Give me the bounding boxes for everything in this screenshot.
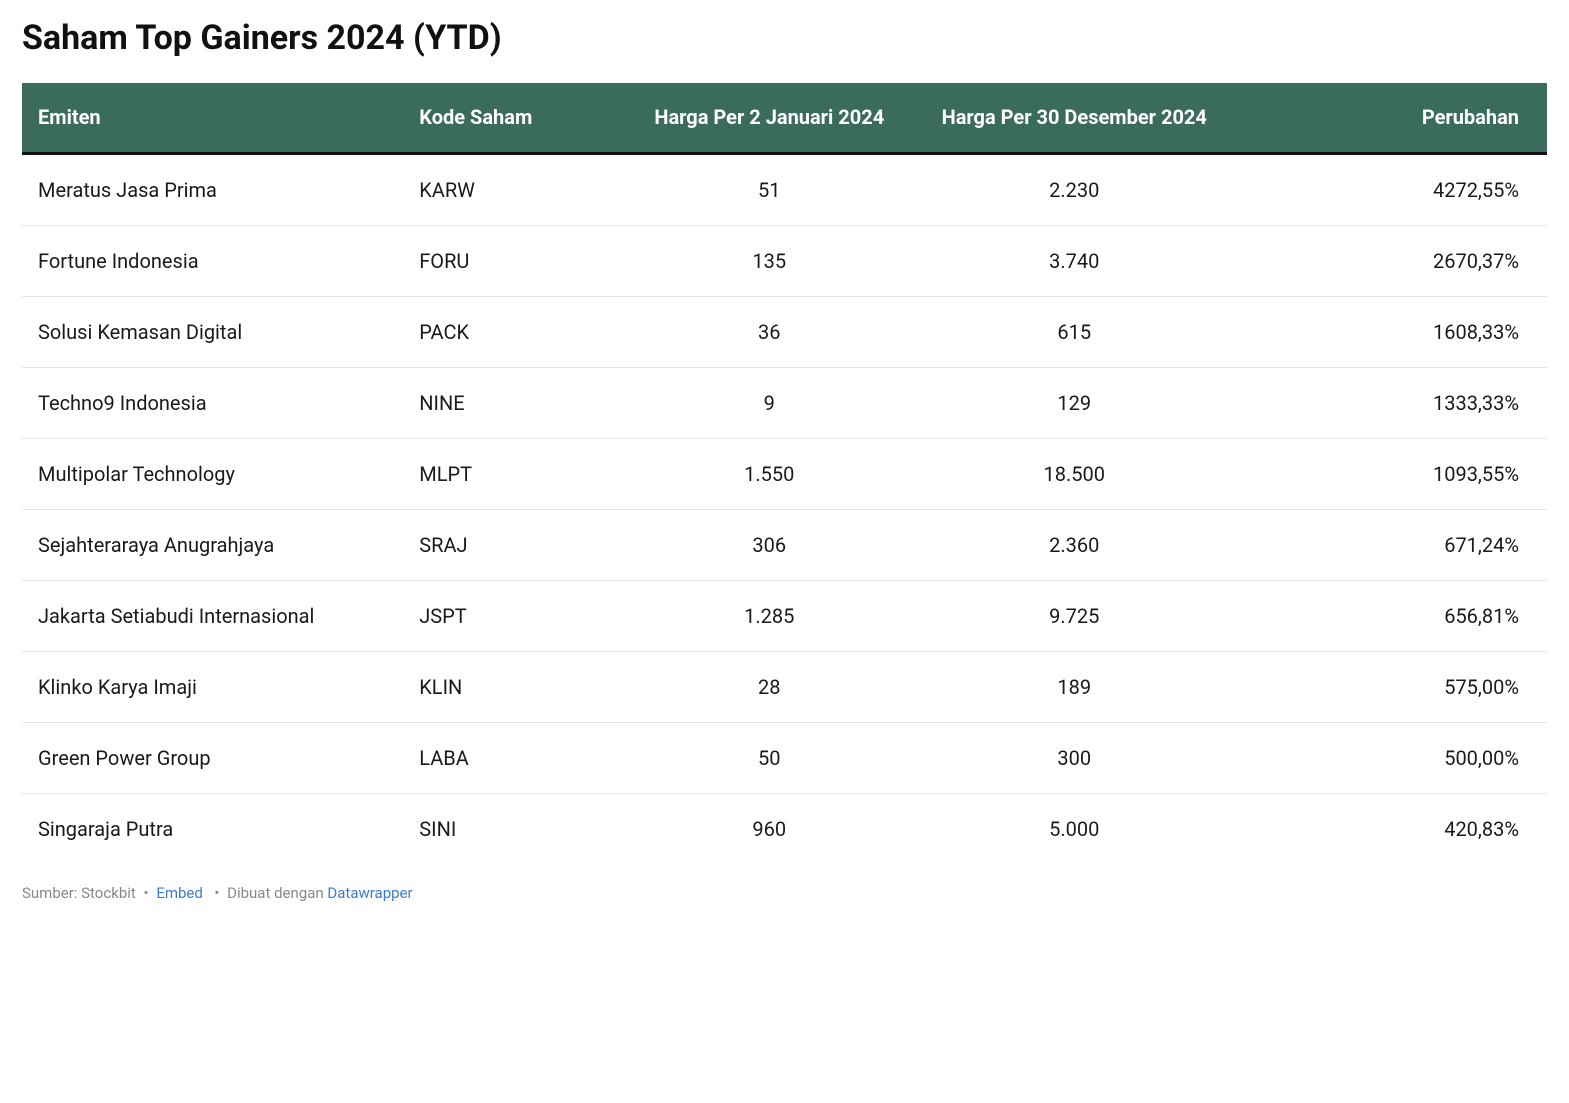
cell-emiten: Sejahteraraya Anugrahjaya <box>22 509 403 580</box>
table-row: Solusi Kemasan DigitalPACK366151608,33% <box>22 296 1547 367</box>
cell-emiten: Singaraja Putra <box>22 793 403 864</box>
cell-harga-awal: 960 <box>617 793 922 864</box>
cell-harga-akhir: 5.000 <box>922 793 1227 864</box>
cell-harga-awal: 28 <box>617 651 922 722</box>
cell-harga-awal: 306 <box>617 509 922 580</box>
cell-harga-akhir: 9.725 <box>922 580 1227 651</box>
cell-kode: LABA <box>403 722 617 793</box>
cell-kode: SRAJ <box>403 509 617 580</box>
cell-perubahan: 500,00% <box>1227 722 1547 793</box>
cell-harga-akhir: 300 <box>922 722 1227 793</box>
cell-harga-awal: 1.285 <box>617 580 922 651</box>
cell-perubahan: 2670,37% <box>1227 225 1547 296</box>
cell-kode: FORU <box>403 225 617 296</box>
table-header: Emiten Kode Saham Harga Per 2 Januari 20… <box>22 83 1547 154</box>
cell-kode: SINI <box>403 793 617 864</box>
table-row: Multipolar TechnologyMLPT1.55018.5001093… <box>22 438 1547 509</box>
col-header-perubahan: Perubahan <box>1227 83 1547 154</box>
table-row: Jakarta Setiabudi InternasionalJSPT1.285… <box>22 580 1547 651</box>
table-row: Green Power GroupLABA50300500,00% <box>22 722 1547 793</box>
cell-perubahan: 1608,33% <box>1227 296 1547 367</box>
cell-kode: PACK <box>403 296 617 367</box>
cell-perubahan: 575,00% <box>1227 651 1547 722</box>
table-row: Techno9 IndonesiaNINE91291333,33% <box>22 367 1547 438</box>
footer-embed-link[interactable]: Embed <box>156 884 203 902</box>
cell-harga-awal: 51 <box>617 153 922 225</box>
table-row: Sejahteraraya AnugrahjayaSRAJ3062.360671… <box>22 509 1547 580</box>
cell-emiten: Solusi Kemasan Digital <box>22 296 403 367</box>
cell-perubahan: 656,81% <box>1227 580 1547 651</box>
cell-emiten: Green Power Group <box>22 722 403 793</box>
cell-emiten: Meratus Jasa Prima <box>22 153 403 225</box>
cell-harga-awal: 36 <box>617 296 922 367</box>
cell-harga-akhir: 18.500 <box>922 438 1227 509</box>
cell-perubahan: 420,83% <box>1227 793 1547 864</box>
cell-emiten: Techno9 Indonesia <box>22 367 403 438</box>
table-row: Singaraja PutraSINI9605.000420,83% <box>22 793 1547 864</box>
table-row: Meratus Jasa PrimaKARW512.2304272,55% <box>22 153 1547 225</box>
cell-perubahan: 1333,33% <box>1227 367 1547 438</box>
cell-harga-akhir: 2.360 <box>922 509 1227 580</box>
cell-kode: KARW <box>403 153 617 225</box>
cell-harga-awal: 135 <box>617 225 922 296</box>
col-header-emiten: Emiten <box>22 83 403 154</box>
cell-harga-awal: 1.550 <box>617 438 922 509</box>
footer-made-with-prefix: Dibuat dengan <box>227 884 324 902</box>
cell-harga-awal: 9 <box>617 367 922 438</box>
cell-harga-akhir: 2.230 <box>922 153 1227 225</box>
cell-perubahan: 1093,55% <box>1227 438 1547 509</box>
page-title: Saham Top Gainers 2024 (YTD) <box>22 18 1547 59</box>
col-header-harga-akhir: Harga Per 30 Desember 2024 <box>922 83 1227 154</box>
footer-datawrapper-link[interactable]: Datawrapper <box>327 884 412 902</box>
table-body: Meratus Jasa PrimaKARW512.2304272,55%For… <box>22 153 1547 864</box>
table-row: Klinko Karya ImajiKLIN28189575,00% <box>22 651 1547 722</box>
table-header-row: Emiten Kode Saham Harga Per 2 Januari 20… <box>22 83 1547 154</box>
gainers-table: Emiten Kode Saham Harga Per 2 Januari 20… <box>22 83 1547 864</box>
cell-kode: MLPT <box>403 438 617 509</box>
cell-emiten: Fortune Indonesia <box>22 225 403 296</box>
col-header-kode: Kode Saham <box>403 83 617 154</box>
col-header-harga-awal: Harga Per 2 Januari 2024 <box>617 83 922 154</box>
cell-harga-akhir: 129 <box>922 367 1227 438</box>
cell-perubahan: 4272,55% <box>1227 153 1547 225</box>
cell-emiten: Klinko Karya Imaji <box>22 651 403 722</box>
footer: Sumber: Stockbit • Embed • Dibuat dengan… <box>22 884 1547 902</box>
cell-emiten: Multipolar Technology <box>22 438 403 509</box>
footer-source: Sumber: Stockbit <box>22 884 136 902</box>
page-wrapper: Saham Top Gainers 2024 (YTD) Emiten Kode… <box>0 0 1569 926</box>
cell-harga-akhir: 189 <box>922 651 1227 722</box>
table-row: Fortune IndonesiaFORU1353.7402670,37% <box>22 225 1547 296</box>
cell-emiten: Jakarta Setiabudi Internasional <box>22 580 403 651</box>
footer-sep-2: • <box>211 884 220 902</box>
cell-perubahan: 671,24% <box>1227 509 1547 580</box>
cell-harga-akhir: 3.740 <box>922 225 1227 296</box>
footer-sep-1: • <box>144 884 149 902</box>
cell-kode: NINE <box>403 367 617 438</box>
cell-kode: KLIN <box>403 651 617 722</box>
cell-kode: JSPT <box>403 580 617 651</box>
cell-harga-akhir: 615 <box>922 296 1227 367</box>
cell-harga-awal: 50 <box>617 722 922 793</box>
